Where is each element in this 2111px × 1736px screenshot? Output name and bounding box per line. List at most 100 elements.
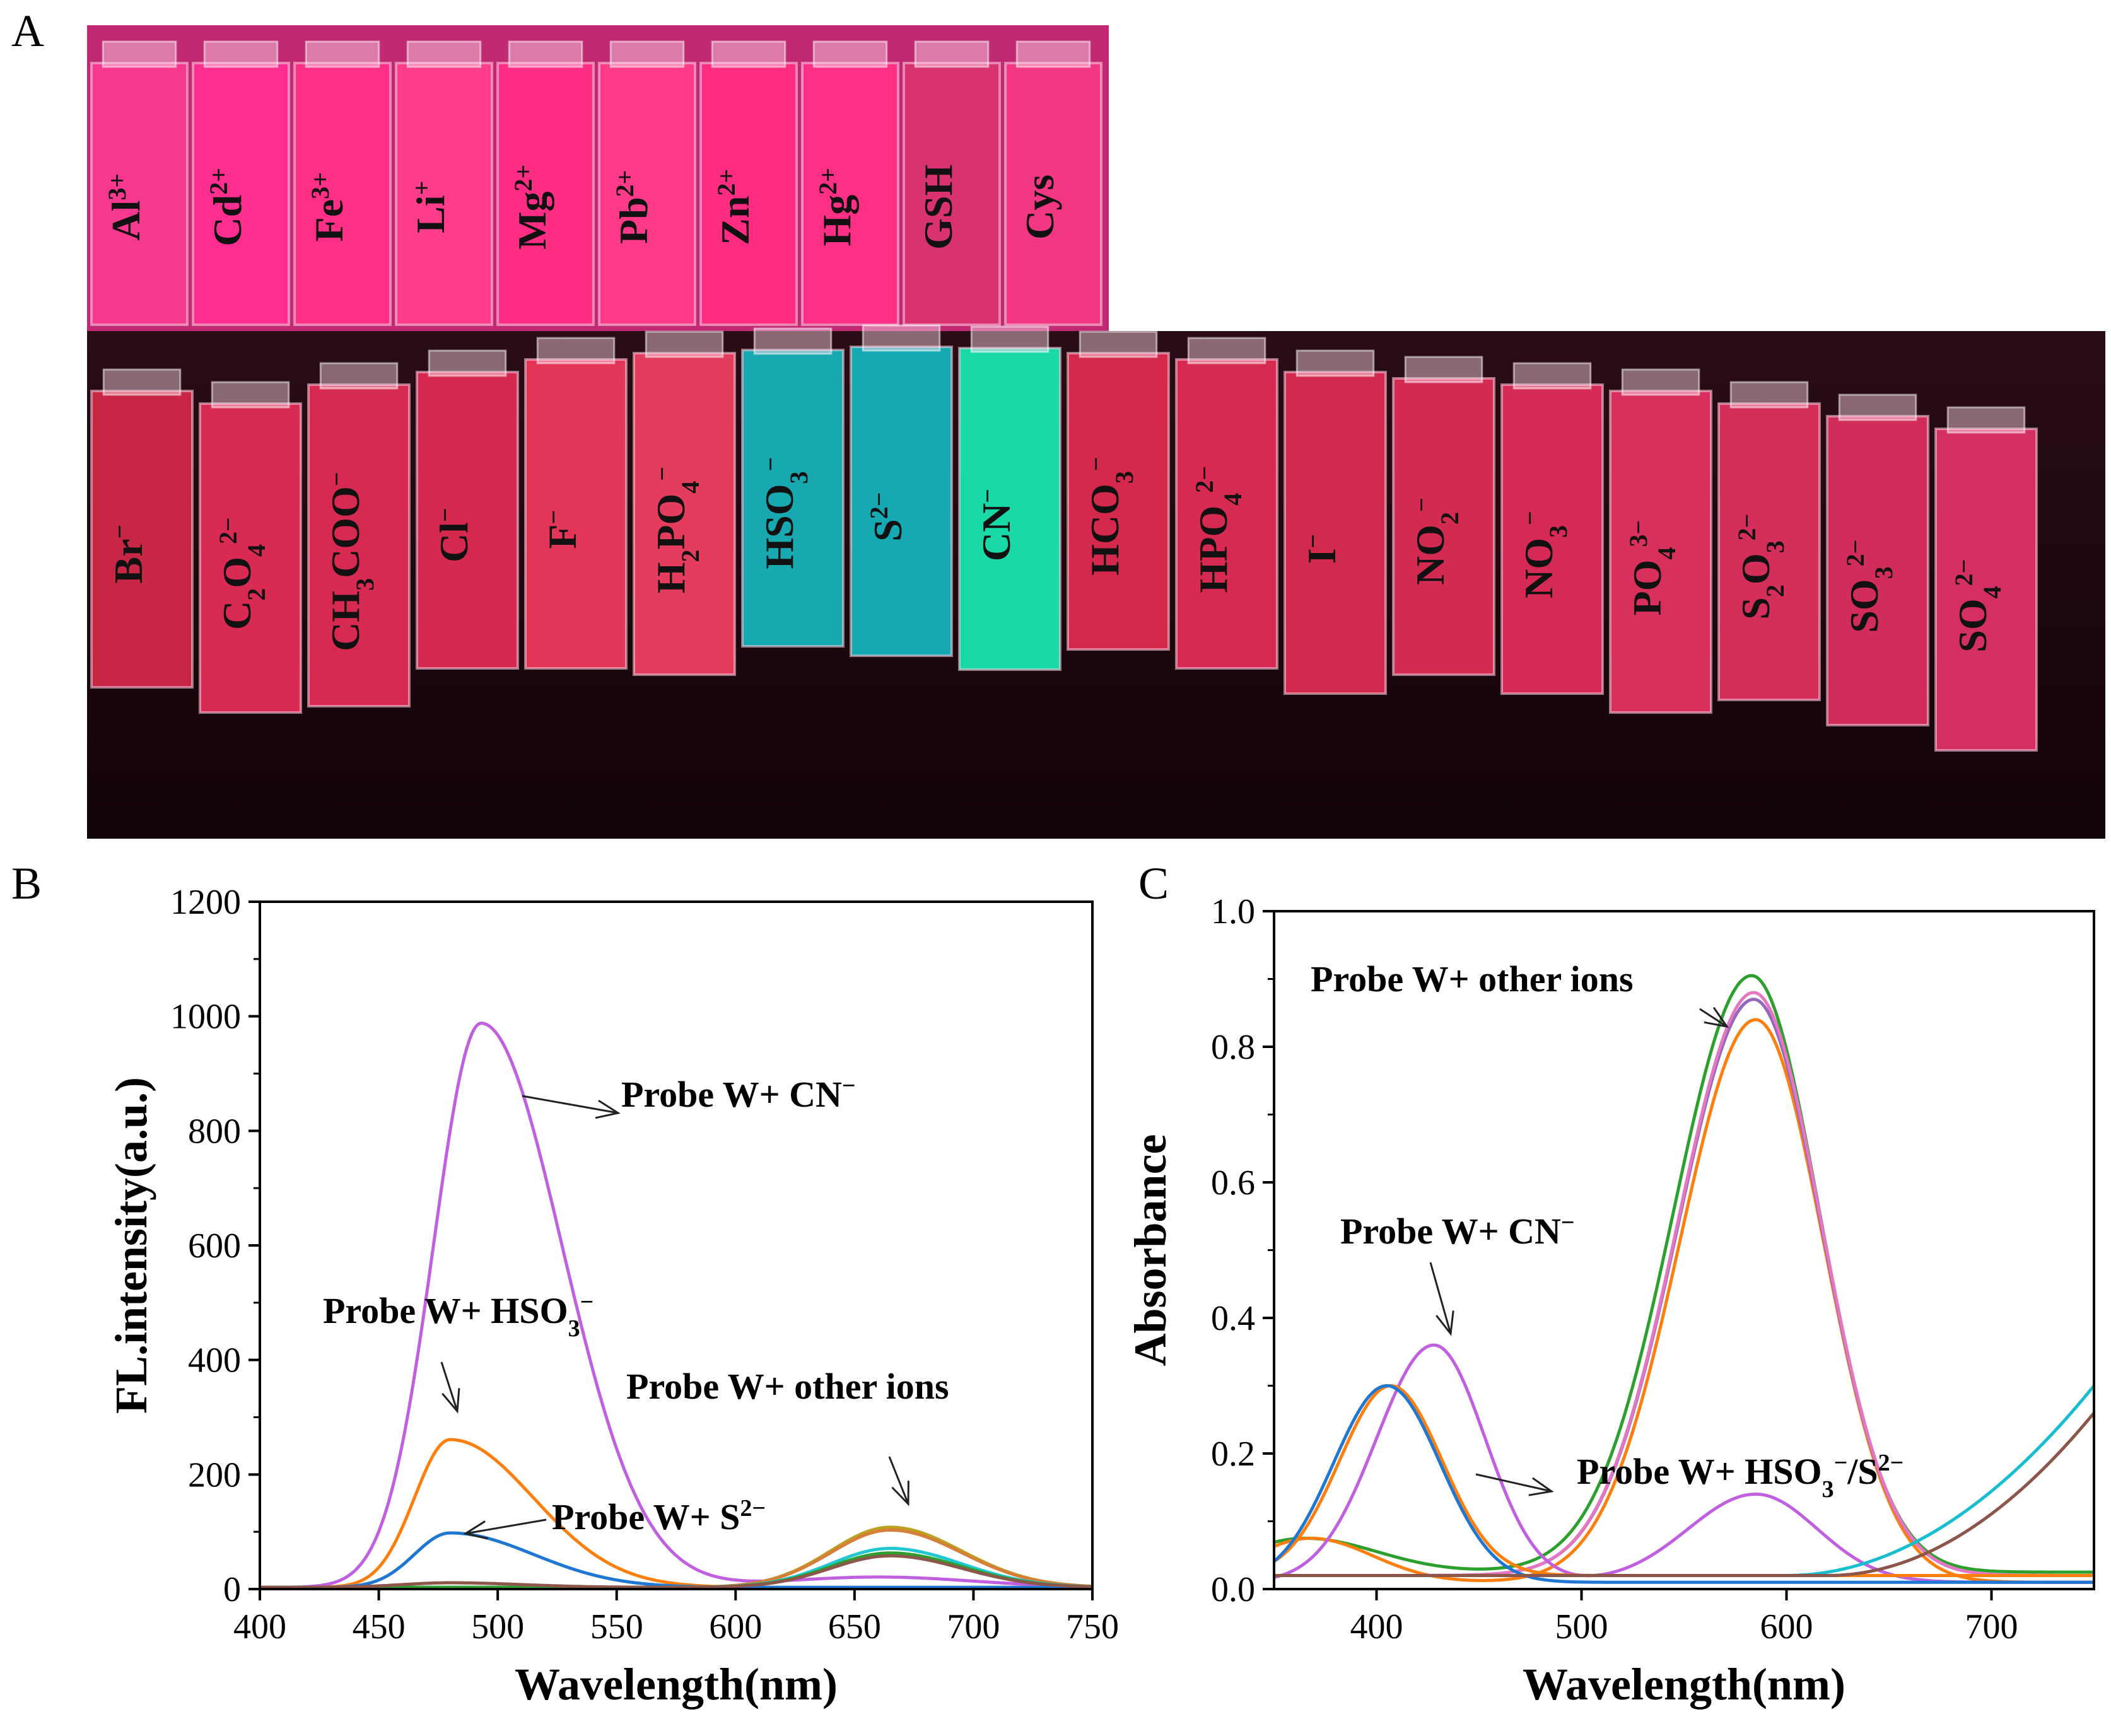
top-cuvette-8: Hg2+: [801, 40, 899, 326]
chartC-ytick-label-5: 1.0: [1211, 892, 1255, 931]
chartC-series-8: [1274, 1384, 2095, 1577]
bottom-cuvette-9: CN−: [958, 325, 1061, 671]
bottom-cuvette-11-body: [1175, 358, 1278, 670]
bottom-cuvette-11-label: HPO42−: [1190, 466, 1247, 593]
chartB-xtick-label-7: 750: [1066, 1607, 1119, 1646]
bottom-cuvette-12: I−: [1284, 349, 1387, 695]
chartB-xtick-label-0: 400: [233, 1607, 286, 1646]
top-cuvette-4-label: Li+: [407, 181, 453, 233]
bottom-cuvette-16-body: [1717, 402, 1821, 701]
top-cuvette-6-label: Pb2+: [611, 170, 657, 244]
chartC-series-5: [1273, 1343, 2094, 1584]
chartB-series-4: [260, 1525, 1093, 1589]
bottom-cuvette-9-label: CN−: [973, 489, 1019, 561]
chartB-xtick-label-6: 700: [947, 1607, 1000, 1646]
bottom-cuvette-13-body: [1392, 377, 1495, 676]
chartC-ytick-label-3: 0.6: [1211, 1163, 1255, 1203]
chartB-series-3: [260, 1531, 1092, 1589]
bottom-cuvette-13-cap: [1404, 356, 1483, 383]
chartB-arrow-cn-head: [595, 1100, 621, 1119]
bottom-cuvette-1-label: Br−: [105, 525, 151, 584]
bottom-cuvette-8-label: S2−: [865, 492, 911, 541]
bottom-cuvette-4-cap: [428, 349, 507, 377]
chartB-series-7: [260, 1551, 1093, 1589]
top-cuvette-2-label: Cd2+: [204, 168, 250, 247]
bottom-cuvette-10-body: [1067, 352, 1170, 651]
bottom-cuvette-3-body: [307, 383, 411, 708]
top-cuvette-10-label: Cys: [1017, 175, 1062, 240]
top-cuvette-6-body: [598, 62, 696, 326]
bottom-cuvette-15-cap: [1621, 368, 1700, 396]
chartB-ytick-label-1: 200: [188, 1455, 241, 1494]
bottom-cuvette-3-label: CH3COO−: [322, 472, 379, 651]
bottom-cuvette-2-body: [199, 402, 302, 714]
chartC-xtick-label-1: 500: [1555, 1607, 1608, 1646]
bottom-cuvette-14-label: NO3−: [1516, 511, 1572, 598]
bottom-cuvette-17-cap: [1838, 393, 1917, 421]
chartB-series-8: [260, 1554, 1093, 1589]
chartC-series-4: [1274, 991, 2094, 1577]
chartC-arrow-other-head: [1704, 1006, 1729, 1028]
chartB-arrow-s2: [465, 1518, 547, 1535]
chartB-annotation-other: Probe W+ other ions: [626, 1366, 949, 1407]
bottom-cuvette-14-cap: [1512, 362, 1592, 390]
chartB-ylabel: FL.intensity(a.u.): [106, 1077, 156, 1414]
bottom-cuvette-7: HSO3−: [741, 327, 845, 648]
chartB-series-1: [260, 1022, 1093, 1589]
bottom-cuvette-15-body: [1609, 390, 1712, 714]
chartC-arrow-hso3-s2: [1475, 1473, 1552, 1493]
chartB-arrow-s2-head: [463, 1520, 489, 1540]
chartB-series-2: [260, 1438, 1092, 1589]
cuvette-photo: Al3+ Cd2+ Fe3+ Li+ Mg2+ Pb2+ Zn2+ Hg2+ GSH Cys Br…: [87, 25, 2105, 839]
bottom-cuvette-10-cap: [1079, 330, 1158, 358]
bottom-cuvette-16-label: S2O32−: [1733, 513, 1789, 619]
bottom-cuvette-14-body: [1500, 383, 1604, 695]
bottom-cuvette-18-label: SO42−: [1950, 559, 2006, 652]
bottom-cuvette-8-cap: [862, 324, 941, 352]
bottom-cuvette-7-label: HSO3−: [756, 457, 813, 569]
chartC-frame: [1273, 910, 2095, 1590]
top-cuvette-5-body: [496, 62, 595, 326]
chartB-ytick-label-5: 1000: [170, 998, 241, 1037]
bottom-cuvette-16-cap: [1729, 381, 1809, 409]
bottom-cuvette-8: S2−: [850, 324, 953, 657]
bottom-cuvette-8-body: [850, 346, 953, 657]
top-cuvette-1-body: [90, 62, 189, 326]
top-cuvette-4-body: [395, 62, 493, 326]
chartB-ytick-label-6: 1200: [170, 883, 241, 922]
bottom-cuvette-3: CH3COO−: [307, 362, 411, 708]
bottom-cuvette-9-cap: [970, 325, 1050, 353]
chartB-series-6: [260, 1547, 1093, 1589]
chartB-annotation-s2: Probe W+ S2−: [552, 1495, 766, 1537]
chartC-series-6: [1273, 1384, 2094, 1577]
bottom-cuvette-4-label: Cl−: [431, 508, 477, 562]
chartB-ytick-label-3: 600: [188, 1226, 241, 1266]
top-cuvette-1-cap: [102, 40, 177, 68]
top-cuvette-3-cap: [305, 40, 380, 68]
bottom-cuvette-5-label: F−: [539, 510, 585, 549]
top-cuvette-6: Pb2+: [598, 40, 696, 326]
bottom-cuvette-13: NO2−: [1392, 356, 1495, 676]
chartC-series-3: [1274, 998, 2094, 1577]
chartB-xtick-label-1: 450: [353, 1607, 406, 1646]
chartC-arrow-other: [1699, 1008, 1728, 1028]
bottom-cuvette-11: HPO42−: [1175, 337, 1278, 670]
bottom-cuvette-15: PO43−: [1609, 368, 1712, 714]
panel-label-c: C: [1138, 858, 1169, 909]
top-cuvette-5-label: Mg2+: [509, 165, 555, 250]
bottom-cuvette-4: Cl−: [416, 349, 519, 670]
chartB-xtick-label-2: 500: [471, 1607, 524, 1646]
chartB-annotation-hso3: Probe W+ HSO3−: [323, 1289, 594, 1342]
top-cuvette-7: Zn2+: [699, 40, 798, 326]
chartC-series-7: [1273, 1384, 2094, 1584]
bottom-cuvette-1-body: [90, 390, 194, 689]
top-cuvette-5-cap: [508, 40, 583, 68]
chartB-arrow-cn: [522, 1095, 619, 1114]
chartC-arrow-cn: [1429, 1262, 1452, 1334]
chartC-xtick-label-3: 700: [1965, 1607, 2018, 1646]
top-cuvette-2: Cd2+: [192, 40, 290, 326]
panel-label-a: A: [11, 6, 44, 56]
bottom-cuvette-12-body: [1284, 371, 1387, 695]
bottom-cuvette-18-body: [1934, 428, 2038, 752]
top-cuvette-3: Fe3+: [293, 40, 392, 326]
